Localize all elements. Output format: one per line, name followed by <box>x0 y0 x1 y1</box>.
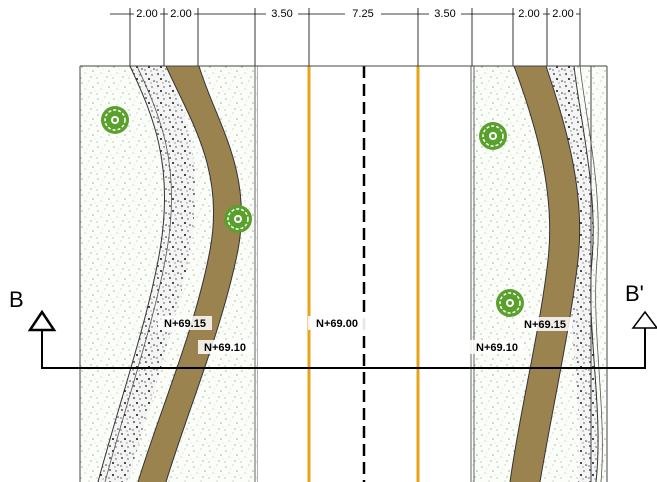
dimension-right-1: 2.00 <box>518 8 539 20</box>
left-bike-path-edge-2 <box>165 65 242 482</box>
left-gravel-band <box>98 66 196 482</box>
tree-icon <box>101 106 129 134</box>
triangle-marker-icon <box>631 310 657 329</box>
level-left-inner: N+69.10 <box>204 342 246 354</box>
left-path-edge-inner <box>104 65 172 482</box>
section-label-start: B <box>9 287 24 312</box>
level-center: N+69.00 <box>316 318 358 330</box>
left-bike-path <box>138 66 242 482</box>
level-right-inner: N+69.10 <box>476 342 518 354</box>
tree-icon <box>479 122 507 150</box>
dimension-right-2: 2.00 <box>552 8 573 20</box>
dimension-median: 7.25 <box>352 8 373 20</box>
dimension-labels: 2.00 2.00 3.50 7.25 3.50 2.00 2.00 <box>134 6 576 20</box>
tree-icon <box>496 289 524 317</box>
tree-icon <box>224 205 252 233</box>
right-path-edge-outer <box>573 65 599 482</box>
dimension-left-2: 2.00 <box>170 8 191 20</box>
section-line <box>27 309 657 369</box>
right-path-edge-inner <box>579 65 603 482</box>
right-bike-path <box>510 66 580 482</box>
section-label-end: B' <box>625 281 644 306</box>
level-right-outer: N+69.15 <box>524 319 566 331</box>
dimension-lane-left: 3.50 <box>271 8 292 20</box>
dimension-lane-right: 3.50 <box>434 8 455 20</box>
triangle-marker-icon <box>27 309 57 332</box>
left-path-edge-outer <box>97 65 166 482</box>
right-bike-path-edge <box>509 65 551 482</box>
left-bike-path-edge <box>137 65 214 482</box>
level-left-outer: N+69.15 <box>164 318 206 330</box>
right-bike-path-edge-2 <box>539 65 581 482</box>
dimension-left-1: 2.00 <box>136 8 157 20</box>
